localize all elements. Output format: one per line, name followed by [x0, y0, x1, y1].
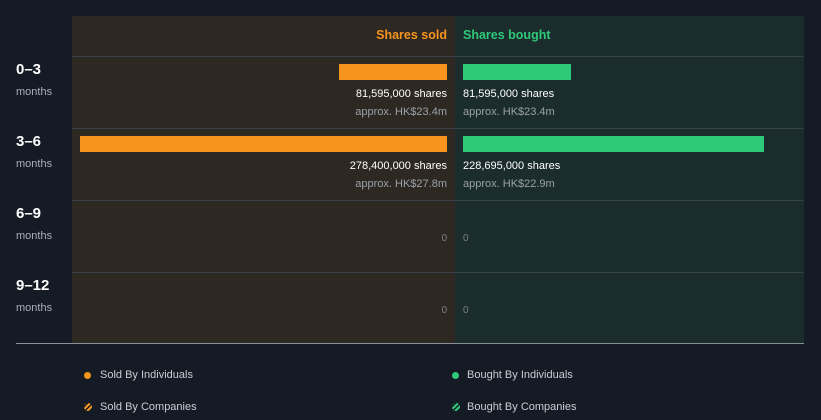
bar-sold-3-6 [80, 136, 447, 152]
row-divider [72, 272, 804, 273]
bought-approx-label-3-6: approx. HK$22.9m [463, 178, 555, 190]
bought-shares-label-0-3: 81,595,000 shares [463, 88, 555, 100]
bought-shares-label-3-6: 228,695,000 shares [463, 160, 561, 172]
sold-zero-label-6-9: 0 [441, 233, 447, 244]
bar-sold-0-3 [339, 64, 447, 80]
legend-sold-companies: Sold By Companies [100, 401, 197, 413]
row-unit-6-9: months [16, 230, 53, 242]
row-divider [72, 200, 804, 201]
bought-zero-label-6-9: 0 [463, 233, 469, 244]
bar-bought-0-3 [463, 64, 571, 80]
legend-bought-individuals: Bought By Individuals [467, 369, 573, 381]
legend-bought-companies: Bought By Companies [467, 401, 577, 413]
row-label-3-6: 3–6 [16, 133, 42, 150]
legend-swatch-sold-individuals [84, 372, 91, 379]
row-divider [72, 56, 804, 57]
row-label-6-9: 6–9 [16, 205, 42, 222]
sold-shares-label-3-6: 278,400,000 shares [349, 160, 447, 172]
sold-shares-label-0-3: 81,595,000 shares [355, 88, 447, 100]
header-shares-sold: Shares sold [376, 28, 447, 42]
legend-swatch-sold-companies [84, 403, 92, 411]
sold-approx-label-3-6: approx. HK$27.8m [355, 178, 447, 190]
header-shares-bought: Shares bought [463, 28, 551, 42]
bought-zero-label-9-12: 0 [463, 305, 469, 316]
row-unit-9-12: months [16, 302, 53, 314]
sold-approx-label-0-3: approx. HK$23.4m [355, 106, 447, 118]
row-label-9-12: 9–12 [16, 277, 50, 294]
legend-swatch-bought-individuals [452, 372, 459, 379]
sold-zero-label-9-12: 0 [441, 305, 447, 316]
baseline [16, 343, 804, 344]
bought-approx-label-0-3: approx. HK$23.4m [463, 106, 555, 118]
row-label-0-3: 0–3 [16, 61, 42, 78]
legend-swatch-bought-companies [452, 403, 460, 411]
row-unit-0-3: months [16, 86, 53, 98]
bar-bought-3-6 [463, 136, 765, 152]
legend-sold-individuals: Sold By Individuals [100, 369, 193, 381]
row-divider [72, 128, 804, 129]
row-unit-3-6: months [16, 158, 53, 170]
